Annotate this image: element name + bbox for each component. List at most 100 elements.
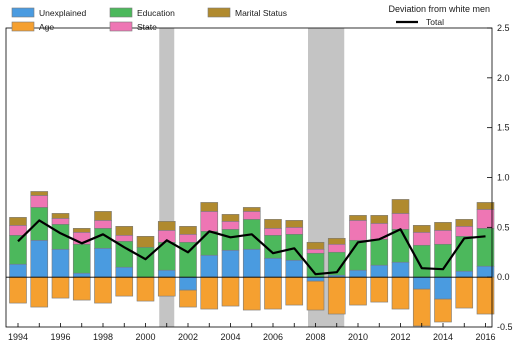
bar-marital-status — [51, 213, 70, 219]
bar-marital-status — [9, 217, 27, 226]
bar-state — [412, 232, 431, 246]
x-tick-label: 1994 — [8, 332, 28, 342]
x-tick-label: 2010 — [348, 332, 368, 342]
bar-education — [476, 228, 495, 267]
bar-state — [9, 225, 27, 236]
bar-marital-status — [115, 226, 134, 236]
y-tick-label: 1.0 — [497, 173, 510, 183]
bar-unexplained — [157, 269, 176, 278]
bar-state — [51, 218, 70, 225]
legend-label-age: Age — [39, 22, 54, 32]
bar-age — [30, 276, 49, 308]
bar-marital-status — [412, 225, 431, 233]
bar-state — [476, 209, 495, 229]
total-line — [17, 219, 486, 276]
x-tick-label: 2002 — [178, 332, 198, 342]
bar-unexplained — [94, 247, 112, 278]
bar-unexplained — [391, 261, 410, 278]
bar-marital-status — [349, 215, 367, 221]
bar-unexplained — [179, 276, 197, 291]
bar-age — [94, 276, 112, 304]
bar-state — [327, 243, 346, 253]
x-tick-label: 2016 — [475, 332, 495, 342]
bar-unexplained — [200, 254, 219, 278]
bar-unexplained — [306, 276, 325, 282]
bar-marital-status — [242, 207, 261, 212]
bar-education — [455, 236, 474, 272]
bar-state — [455, 226, 474, 237]
bar-unexplained — [370, 264, 389, 278]
bar-unexplained — [115, 266, 134, 278]
bar-age — [370, 276, 389, 303]
legend-label-state: State — [137, 22, 157, 32]
bar-state — [221, 221, 240, 230]
bar-age — [179, 289, 197, 308]
bar-marital-status — [306, 241, 325, 250]
bar-marital-status — [285, 220, 304, 228]
bar-marital-status — [221, 214, 240, 222]
x-tick-labels: 1994 1996 1998 2000 2002 2004 2006 2008 2010 2012… — [8, 332, 496, 342]
bar-marital-status — [370, 215, 389, 224]
y-tick-label: -0.5 — [497, 322, 513, 332]
x-tick-label: 2014 — [433, 332, 453, 342]
bar-marital-status — [136, 236, 155, 248]
bar-unexplained — [51, 248, 70, 278]
bar-age — [72, 276, 91, 301]
bar-state — [115, 235, 134, 242]
bar-education — [412, 244, 431, 278]
axes — [5, 27, 493, 328]
bar-age — [264, 276, 282, 310]
bar-unexplained — [242, 248, 261, 278]
y-tick-label: 1.5 — [497, 123, 510, 133]
bar-state — [200, 211, 219, 232]
bar-education — [200, 231, 219, 256]
bar-age — [285, 276, 304, 306]
legend-swatch-marital-status — [207, 7, 231, 18]
legend-swatch-education — [109, 7, 133, 18]
bar-age — [242, 276, 261, 311]
bar-marital-status — [157, 221, 176, 231]
bar-age — [327, 276, 346, 315]
bar-age — [51, 276, 70, 299]
y-tick-label: 2.5 — [497, 23, 510, 33]
x-tick-label: 2012 — [390, 332, 410, 342]
bar-education — [136, 246, 155, 278]
y-tick-label: 2.0 — [497, 73, 510, 83]
bar-education — [391, 229, 410, 263]
bar-unexplained — [285, 259, 304, 278]
bar-unexplained — [455, 270, 474, 278]
bar-age — [136, 276, 155, 302]
legend-label-unexplained: Unexplained — [39, 8, 87, 18]
line-total — [17, 219, 486, 276]
legend-label-total: Total — [426, 17, 444, 27]
bar-state — [94, 220, 112, 229]
bar-age — [157, 276, 176, 297]
bar-unexplained — [264, 257, 282, 278]
bar-age — [200, 276, 219, 310]
bar-state — [242, 211, 261, 220]
x-tick-label: 1996 — [50, 332, 70, 342]
x-tick-label: 2000 — [135, 332, 155, 342]
bar-marital-status — [327, 237, 346, 245]
bar-age — [9, 276, 27, 304]
bar-marital-status — [72, 228, 91, 233]
bars — [9, 191, 495, 327]
legend-label-marital-status: Marital Status — [235, 8, 287, 18]
bar-marital-status — [94, 211, 112, 221]
x-tick-label: 1998 — [93, 332, 113, 342]
legend-swatch-unexplained — [11, 7, 35, 18]
bar-marital-status — [179, 226, 197, 235]
bar-unexplained — [72, 272, 91, 278]
bar-state — [391, 213, 410, 230]
bar-state — [349, 220, 367, 241]
y-axis-label: Deviation from white men — [388, 4, 490, 14]
bar-age — [115, 276, 134, 297]
legend: Unexplained Education Marital Status Age Sta… — [11, 7, 444, 32]
bar-marital-status — [476, 202, 495, 210]
bar-marital-status — [455, 219, 474, 227]
bar-state — [434, 230, 452, 245]
bar-marital-status — [30, 191, 49, 196]
bar-age — [221, 276, 240, 307]
legend-swatch-state — [109, 21, 133, 32]
